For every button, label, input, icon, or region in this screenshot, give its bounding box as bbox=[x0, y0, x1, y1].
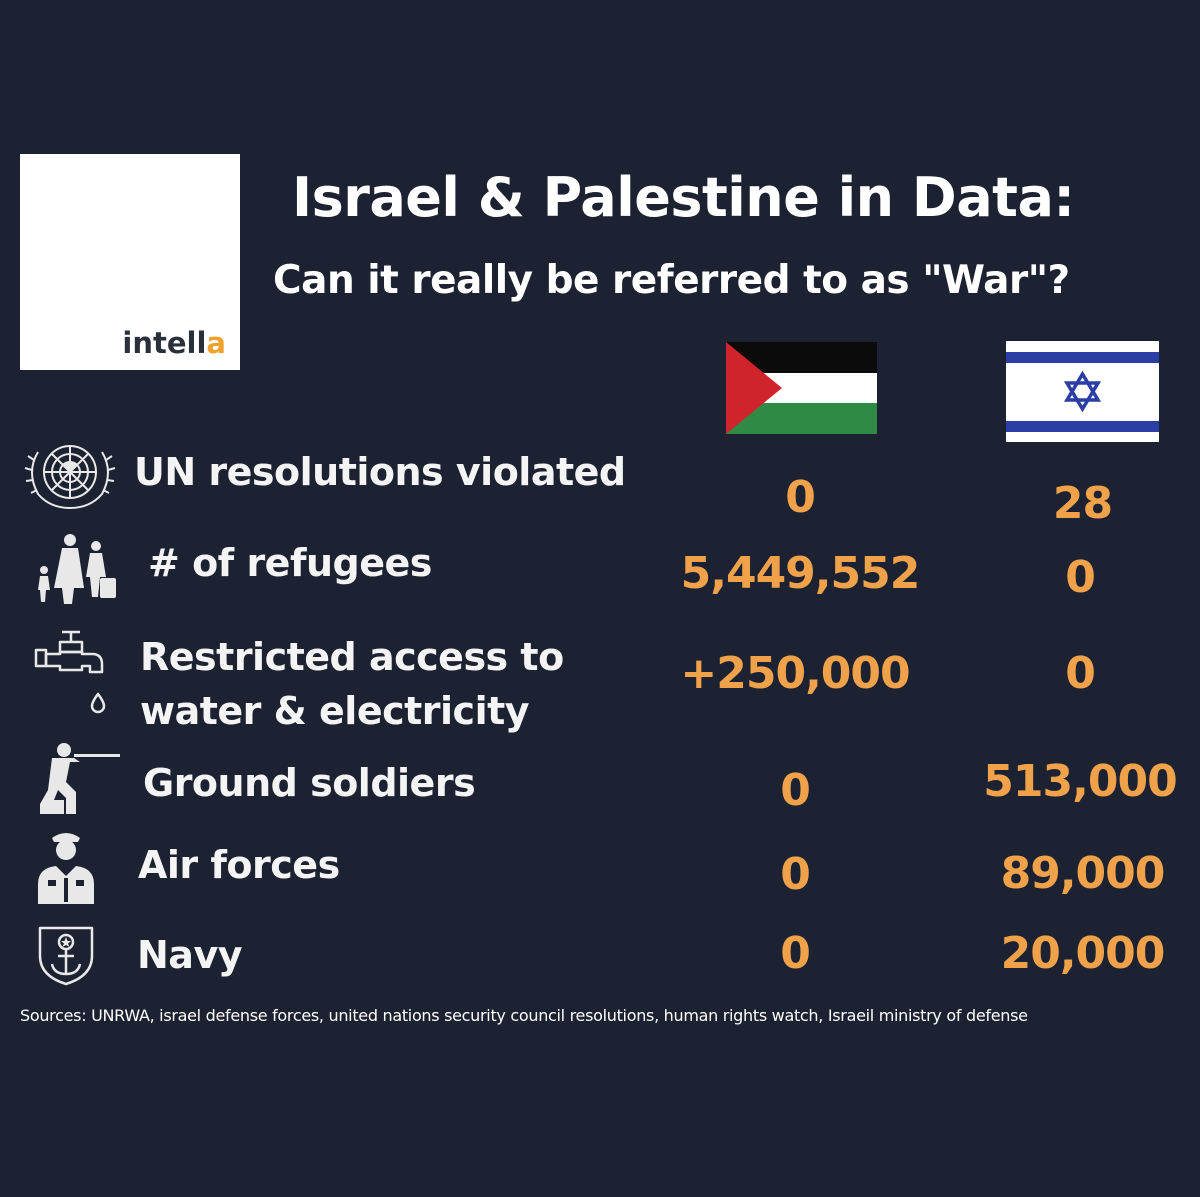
israel-value: 89,000 bbox=[1000, 848, 1166, 899]
refugees-icon bbox=[38, 534, 116, 604]
logo: intella bbox=[20, 154, 240, 370]
israel-value: 28 bbox=[1052, 478, 1113, 529]
palestine-value: 0 bbox=[780, 928, 811, 979]
page-subtitle: Can it really be referred to as "War"? bbox=[273, 258, 1070, 303]
palestine-value: 0 bbox=[780, 849, 811, 900]
row-label: Ground soldiers bbox=[143, 761, 476, 805]
un-emblem-icon bbox=[24, 445, 116, 509]
pilot-icon bbox=[38, 833, 94, 904]
israel-flag bbox=[1006, 341, 1159, 442]
palestine-value: 5,449,552 bbox=[680, 548, 921, 599]
water-tap-icon bbox=[34, 630, 106, 714]
palestine-value: 0 bbox=[785, 472, 816, 523]
row-label: Restricted access to water & electricity bbox=[140, 630, 564, 738]
israel-value: 0 bbox=[1065, 552, 1096, 603]
israel-value: 20,000 bbox=[1000, 928, 1166, 979]
page-title: Israel & Palestine in Data: bbox=[292, 166, 1075, 229]
soldier-icon bbox=[40, 743, 120, 814]
palestine-flag bbox=[726, 342, 877, 434]
navy-anchor-icon bbox=[38, 926, 94, 986]
row-label: # of refugees bbox=[148, 541, 432, 585]
row-label: Air forces bbox=[138, 843, 340, 887]
row-label-line: water & electricity bbox=[140, 689, 530, 733]
israel-value: 513,000 bbox=[983, 756, 1177, 807]
logo-wordmark: intella bbox=[122, 326, 226, 360]
israel-value: 0 bbox=[1065, 648, 1096, 699]
palestine-value: +250,000 bbox=[680, 648, 910, 699]
row-label-line: Restricted access to bbox=[140, 635, 564, 679]
palestine-value: 0 bbox=[780, 765, 811, 816]
row-label: Navy bbox=[137, 933, 243, 977]
sources-note: Sources: UNRWA, israel defense forces, u… bbox=[20, 1006, 1028, 1025]
row-label: UN resolutions violated bbox=[134, 450, 626, 494]
